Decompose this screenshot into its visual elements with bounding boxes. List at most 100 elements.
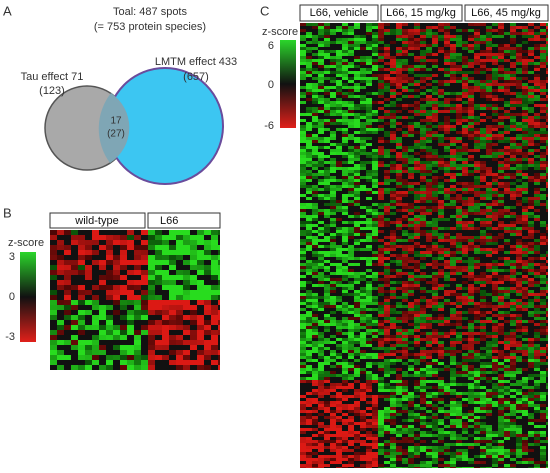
- heatmap-cell: [432, 440, 438, 443]
- heatmap-cell: [546, 344, 548, 347]
- heatmap-cell: [480, 386, 486, 389]
- heatmap-cell: [384, 398, 390, 401]
- heatmap-cell: [318, 257, 324, 260]
- heatmap-cell: [450, 290, 456, 293]
- heatmap-cell: [330, 383, 336, 386]
- heatmap-cell: [450, 38, 456, 41]
- heatmap-cell: [336, 431, 342, 434]
- heatmap-cell: [510, 434, 516, 437]
- heatmap-cell: [354, 227, 360, 230]
- heatmap-cell: [522, 434, 528, 437]
- heatmap-cell: [408, 395, 414, 398]
- heatmap-cell: [492, 272, 498, 275]
- heatmap-cell: [306, 185, 312, 188]
- heatmap-cell: [414, 26, 420, 29]
- heatmap-cell: [480, 119, 486, 122]
- heatmap-cell: [360, 386, 366, 389]
- heatmap-cell: [324, 245, 330, 248]
- heatmap-cell: [510, 224, 516, 227]
- heatmap-cell: [468, 269, 474, 272]
- heatmap-cell: [450, 164, 456, 167]
- venn-sublabel: (123): [39, 85, 65, 97]
- heatmap-cell: [318, 86, 324, 89]
- heatmap-cell: [396, 281, 402, 284]
- heatmap-cell: [504, 353, 510, 356]
- heatmap-cell: [480, 338, 486, 341]
- heatmap-cell: [306, 437, 312, 440]
- heatmap-cell: [486, 395, 492, 398]
- heatmap-cell: [450, 161, 456, 164]
- heatmap-cell: [360, 323, 366, 326]
- heatmap-cell: [504, 380, 510, 383]
- heatmap-cell: [450, 104, 456, 107]
- heatmap-cell: [318, 308, 324, 311]
- heatmap-cell: [492, 113, 498, 116]
- heatmap-cell: [348, 383, 354, 386]
- heatmap-cell: [372, 53, 378, 56]
- heatmap-cell: [498, 53, 504, 56]
- colorbar-tick: 0: [9, 291, 15, 303]
- heatmap-cell: [540, 374, 546, 377]
- heatmap-cell: [360, 395, 366, 398]
- heatmap-cell: [414, 59, 420, 62]
- heatmap-cell: [390, 296, 396, 299]
- heatmap-cell: [390, 458, 396, 461]
- heatmap-cell: [366, 263, 372, 266]
- heatmap-cell: [516, 431, 522, 434]
- heatmap-cell: [408, 431, 414, 434]
- heatmap-cell: [522, 302, 528, 305]
- heatmap-cell: [432, 272, 438, 275]
- heatmap-cell: [540, 83, 546, 86]
- heatmap-cell: [486, 212, 492, 215]
- heatmap-cell: [366, 389, 372, 392]
- heatmap-cell: [342, 464, 348, 467]
- heatmap-cell: [402, 452, 408, 455]
- heatmap-cell: [540, 293, 546, 296]
- heatmap-cell: [396, 449, 402, 452]
- heatmap-cell: [492, 62, 498, 65]
- heatmap-cell: [528, 89, 534, 92]
- heatmap-cell: [306, 293, 312, 296]
- heatmap-cell: [300, 338, 306, 341]
- heatmap-cell: [330, 404, 336, 407]
- heatmap-cell: [498, 116, 504, 119]
- heatmap-cell: [414, 359, 420, 362]
- heatmap-cell: [99, 245, 106, 250]
- heatmap-cell: [498, 185, 504, 188]
- heatmap-cell: [510, 383, 516, 386]
- heatmap-cell: [378, 95, 384, 98]
- heatmap-cell: [348, 47, 354, 50]
- heatmap-cell: [113, 270, 120, 275]
- heatmap-cell: [312, 416, 318, 419]
- heatmap-cell: [396, 176, 402, 179]
- heatmap-cell: [378, 248, 384, 251]
- heatmap-cell: [444, 179, 450, 182]
- heatmap-cell: [396, 305, 402, 308]
- heatmap-cell: [480, 134, 486, 137]
- heatmap-cell: [480, 452, 486, 455]
- heatmap-cell: [522, 254, 528, 257]
- heatmap-cell: [522, 278, 528, 281]
- heatmap-cell: [426, 194, 432, 197]
- heatmap-cell: [342, 212, 348, 215]
- heatmap-cell: [396, 332, 402, 335]
- heatmap-cell: [378, 53, 384, 56]
- heatmap-cell: [336, 338, 342, 341]
- heatmap-cell: [504, 101, 510, 104]
- heatmap-cell: [402, 266, 408, 269]
- heatmap-cell: [384, 410, 390, 413]
- heatmap-cell: [492, 401, 498, 404]
- heatmap-cell: [183, 340, 190, 345]
- heatmap-cell: [384, 431, 390, 434]
- heatmap-cell: [348, 326, 354, 329]
- heatmap-cell: [312, 371, 318, 374]
- heatmap-cell: [504, 239, 510, 242]
- heatmap-cell: [324, 464, 330, 467]
- heatmap-cell: [450, 278, 456, 281]
- heatmap-cell: [540, 221, 546, 224]
- heatmap-cell: [330, 110, 336, 113]
- heatmap-cell: [540, 254, 546, 257]
- heatmap-cell: [510, 458, 516, 461]
- heatmap-cell: [330, 101, 336, 104]
- heatmap-cell: [540, 431, 546, 434]
